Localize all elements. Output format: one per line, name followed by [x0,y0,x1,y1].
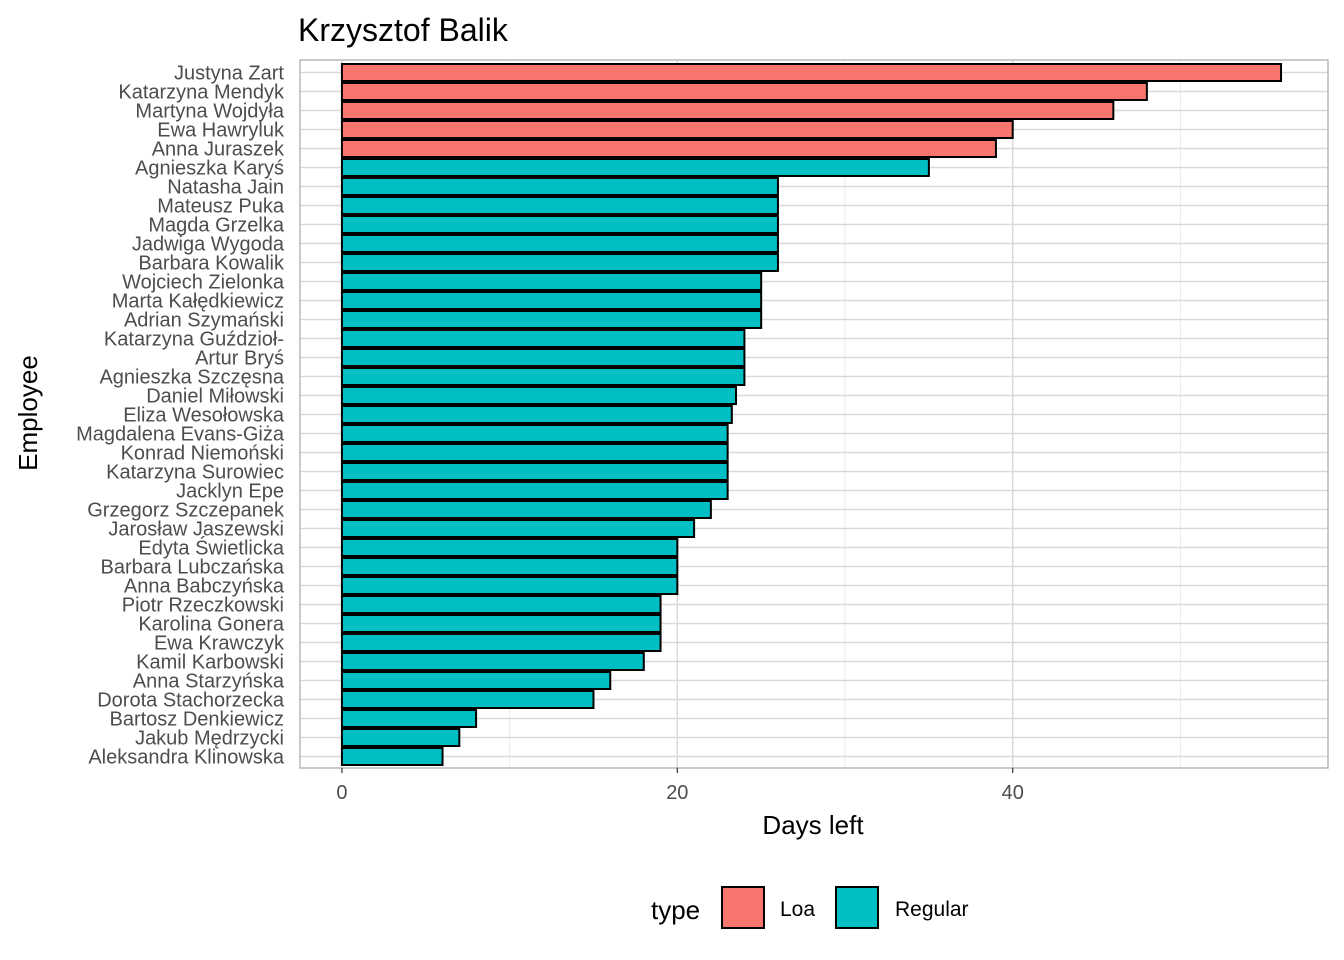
x-axis-tick-labels: 0 20 40 [336,768,1024,804]
y-tick-label: Konrad Niemoński [121,443,284,465]
bar [340,671,612,690]
y-tick-label: Ewa Krawczyk [154,633,285,655]
y-tick-label: Jakub Mędrzycki [135,728,284,750]
legend-label-regular: Regular [895,898,969,921]
bar [340,500,712,519]
bar [340,519,696,538]
bar [340,557,679,576]
y-tick-label: Barbara Lubczańska [101,557,285,579]
y-tick-label: Anna Juraszek [152,139,285,161]
y-tick-label: Ewa Hawryluk [157,120,285,142]
x-tick-label: 20 [666,782,688,804]
bar [340,747,444,766]
bar [340,576,679,595]
y-tick-label: Jarosław Jaszewski [108,519,284,541]
y-tick-label: Katarzyna Mendyk [118,82,285,104]
plot-panel [299,59,1329,769]
y-tick-label: Karolina Gonera [138,614,285,636]
y-tick-label: Jacklyn Epe [176,481,284,503]
y-tick-label: Magda Grzelka [148,215,284,237]
bar [340,709,478,728]
y-tick-label: Anna Babczyńska [124,576,285,598]
bar [340,196,779,215]
y-tick-label: Justyna Zart [174,63,284,85]
bar [340,348,746,367]
bar [340,367,746,386]
bar [340,481,729,500]
y-tick-label: Mateusz Puka [157,196,285,218]
bar [340,690,595,709]
bar [340,386,738,405]
y-tick-label: Piotr Rzeczkowski [122,595,284,617]
bar [340,101,1115,120]
y-tick-label: Eliza Wesołowska [123,405,285,427]
bar [340,139,997,158]
legend-title: type [651,895,700,925]
y-tick-label: Katarzyna Surowiec [106,462,284,484]
bar [340,443,729,462]
y-tick-label: Dorota Stachorzecka [97,690,285,712]
bar [340,595,662,614]
x-axis-title: Days left [762,810,864,840]
bar [340,215,779,234]
bar [340,462,729,481]
bar [340,614,662,633]
y-tick-label: Wojciech Zielonka [122,272,285,294]
legend: type Loa Regular [651,886,969,929]
y-tick-label: Jadwiga Wygoda [132,234,285,256]
y-axis-title: Employee [13,355,43,471]
y-tick-label: Artur Bryś [195,348,284,370]
y-tick-label: Edyta Świetlicka [138,536,284,560]
y-tick-label: Bartosz Denkiewicz [109,709,284,731]
y-tick-label: Natasha Jain [167,177,284,199]
bar [340,234,779,253]
legend-key-loa [721,886,765,929]
x-tick-label: 40 [1002,782,1024,804]
panel-border [299,59,1329,769]
bar [340,728,461,747]
bar [340,424,729,443]
bar [340,310,763,329]
y-tick-label: Agnieszka Karyś [135,158,284,180]
y-tick-label: Martyna Wojdyła [135,101,284,123]
y-tick-label: Aleksandra Klinowska [88,747,285,769]
y-tick-label: Katarzyna Guździoł- [104,329,284,351]
bar [340,405,733,424]
y-tick-label: Kamil Karbowski [136,652,284,674]
legend-label-loa: Loa [780,898,815,921]
bar [340,329,746,348]
legend-key-regular [835,886,879,929]
y-tick-label: Grzegorz Szczepanek [87,500,285,522]
bar [340,177,779,196]
bar [340,538,679,557]
bar [340,63,1283,82]
bar [340,120,1014,139]
x-tick-label: 0 [336,782,347,804]
bar [340,82,1148,101]
bar [340,158,930,177]
y-tick-label: Marta Kałędkiewicz [112,291,284,313]
bar [340,253,779,272]
bar [340,652,645,671]
chart-title: Krzysztof Balik [298,12,509,48]
y-tick-label: Agnieszka Szczęsna [99,367,284,389]
bar [340,272,763,291]
y-tick-label: Magdalena Evans-Giża [76,424,285,446]
y-tick-label: Barbara Kowalik [138,253,285,275]
bar [340,291,763,310]
y-tick-label: Adrian Szymański [124,310,284,332]
y-tick-label: Daniel Miłowski [146,386,284,408]
y-tick-label: Anna Starzyńska [133,671,285,693]
bar [340,633,662,652]
